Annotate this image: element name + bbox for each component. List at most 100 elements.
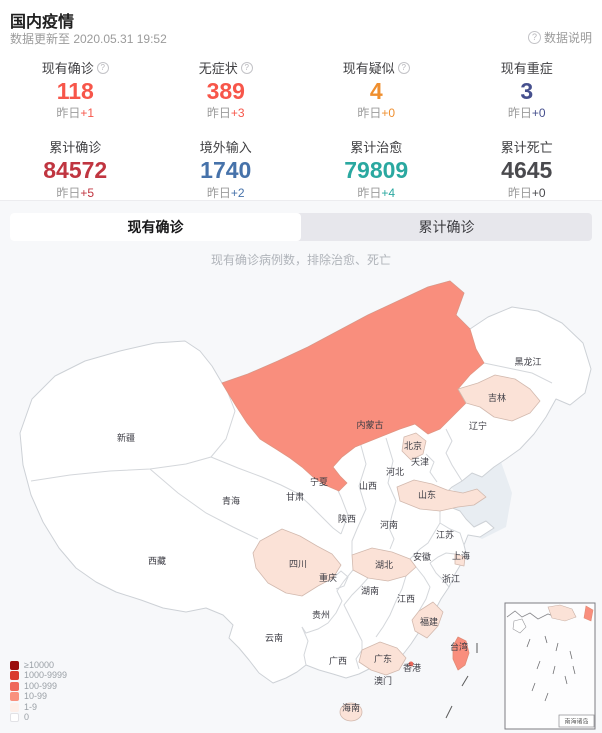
help-icon[interactable]: ?	[397, 61, 410, 74]
map-section: 现有确诊 累计确诊 现有确诊病例数，排除治愈、死亡	[0, 200, 602, 733]
legend-swatch	[10, 671, 19, 681]
delta-prefix: 昨日	[357, 106, 382, 121]
legend-row: ≥10000	[10, 660, 67, 671]
legend-swatch	[10, 713, 19, 723]
stat-label: 累计确诊	[49, 140, 102, 156]
inset-label: 南海诸岛	[564, 718, 588, 726]
tab-cumulative-confirmed[interactable]: 累计确诊	[418, 219, 475, 235]
stat-label: 现有疑似	[342, 61, 395, 76]
stat-current-confirmed: 现有确诊? 118 昨日+1	[0, 58, 151, 121]
tab-current-confirmed[interactable]: 现有确诊	[10, 213, 301, 241]
province-shandong[interactable]	[396, 479, 487, 512]
legend-swatch	[10, 681, 19, 691]
delta-value: +0	[381, 106, 396, 121]
stat-cumulative-confirmed: 累计确诊 84572 昨日+5	[0, 137, 151, 200]
province-guangdong[interactable]	[358, 641, 407, 676]
stat-label: 现有重症	[500, 61, 553, 76]
province-label-福建: 福建	[420, 616, 438, 627]
stat-value: 1740	[200, 157, 252, 184]
province-hubei[interactable]	[351, 547, 417, 582]
province-fujian[interactable]	[411, 601, 444, 639]
province-label-青海: 青海	[222, 495, 240, 506]
province-label-云南: 云南	[265, 632, 283, 643]
province-label-浙江: 浙江	[442, 573, 460, 584]
province-shanghai[interactable]	[454, 553, 466, 567]
inset-guangdong	[547, 604, 577, 622]
data-note-label: 数据说明	[543, 31, 592, 45]
province-label-广西: 广西	[329, 655, 347, 666]
province-label-香港: 香港	[403, 662, 421, 673]
legend-label: 0	[24, 712, 30, 723]
stat-label: 无症状	[198, 61, 238, 76]
province-taiwan[interactable]	[452, 636, 470, 671]
delta-value: +3	[230, 106, 245, 121]
province-hongkong[interactable]	[408, 661, 414, 667]
delta-value: +1	[80, 106, 95, 121]
legend-swatch	[10, 692, 19, 702]
legend-row: 10-99	[10, 692, 67, 703]
province-beijing[interactable]	[401, 432, 427, 461]
province-label-辽宁: 辽宁	[469, 420, 487, 431]
stat-cumulative-deaths: 累计死亡 4645 昨日+0	[452, 137, 602, 200]
province-label-内蒙古: 内蒙古	[356, 419, 383, 430]
help-icon[interactable]: ?	[96, 61, 109, 74]
legend-label: 1000-9999	[24, 670, 68, 681]
province-label-河北: 河北	[386, 466, 404, 477]
stat-value: 389	[206, 78, 245, 104]
stat-imported: 境外输入 1740 昨日+2	[151, 137, 302, 200]
province-label-宁夏: 宁夏	[310, 476, 328, 487]
stat-current-severe: 现有重症 3 昨日+0	[452, 58, 602, 121]
province-label-新疆: 新疆	[117, 432, 135, 443]
stat-current-suspected: 现有疑似? 4 昨日+0	[301, 58, 452, 121]
legend-row: 100-999	[10, 681, 67, 692]
province-hainan[interactable]	[339, 702, 363, 722]
stat-value: 4645	[501, 157, 553, 184]
stat-value: 84572	[43, 157, 108, 184]
delta-prefix: 昨日	[56, 185, 81, 200]
stat-value: 3	[520, 78, 534, 104]
delta-value: +0	[531, 106, 546, 121]
delta-prefix: 昨日	[56, 106, 81, 121]
province-label-上海: 上海	[452, 550, 470, 561]
province-label-西藏: 西藏	[148, 555, 166, 566]
island-dashes	[445, 643, 478, 719]
province-label-台湾: 台湾	[450, 641, 468, 652]
province-label-河南: 河南	[380, 519, 398, 530]
province-label-重庆: 重庆	[319, 572, 337, 583]
stat-value: 118	[56, 78, 94, 104]
inset-label-box	[558, 714, 595, 728]
page-title: 国内疫情	[10, 14, 75, 31]
data-note-link[interactable]: ? 数据说明	[527, 29, 592, 46]
province-label-北京: 北京	[404, 440, 422, 451]
stat-label: 现有确诊	[41, 61, 94, 76]
help-icon[interactable]: ?	[240, 61, 253, 74]
province-label-安徽: 安徽	[413, 551, 431, 562]
province-label-湖南: 湖南	[361, 585, 379, 596]
inset-island-dashes	[526, 635, 576, 702]
province-label-吉林: 吉林	[488, 392, 506, 403]
delta-prefix: 昨日	[357, 185, 382, 200]
delta-prefix: 昨日	[206, 185, 231, 200]
highlighted-provinces	[221, 280, 541, 722]
province-label-贵州: 贵州	[312, 609, 330, 620]
help-icon: ?	[527, 31, 541, 44]
stat-value: 4	[369, 78, 383, 104]
province-label-海南: 海南	[342, 702, 360, 713]
stat-value: 79809	[344, 157, 409, 184]
province-label-天津: 天津	[411, 457, 429, 467]
province-jilin[interactable]	[457, 374, 541, 422]
province-inner-mongolia[interactable]	[221, 280, 485, 492]
province-label-江苏: 江苏	[436, 529, 454, 540]
map-caption: 现有确诊病例数，排除治愈、死亡	[210, 253, 391, 267]
province-label-山西: 山西	[359, 481, 377, 491]
inset-leizhou	[512, 618, 527, 634]
stat-label: 累计治愈	[350, 140, 403, 156]
inset-taiwan	[583, 605, 594, 622]
province-sichuan[interactable]	[252, 528, 342, 597]
delta-value: +2	[230, 185, 245, 200]
legend-label: ≥10000	[24, 659, 54, 670]
legend-row: 0	[10, 713, 67, 724]
